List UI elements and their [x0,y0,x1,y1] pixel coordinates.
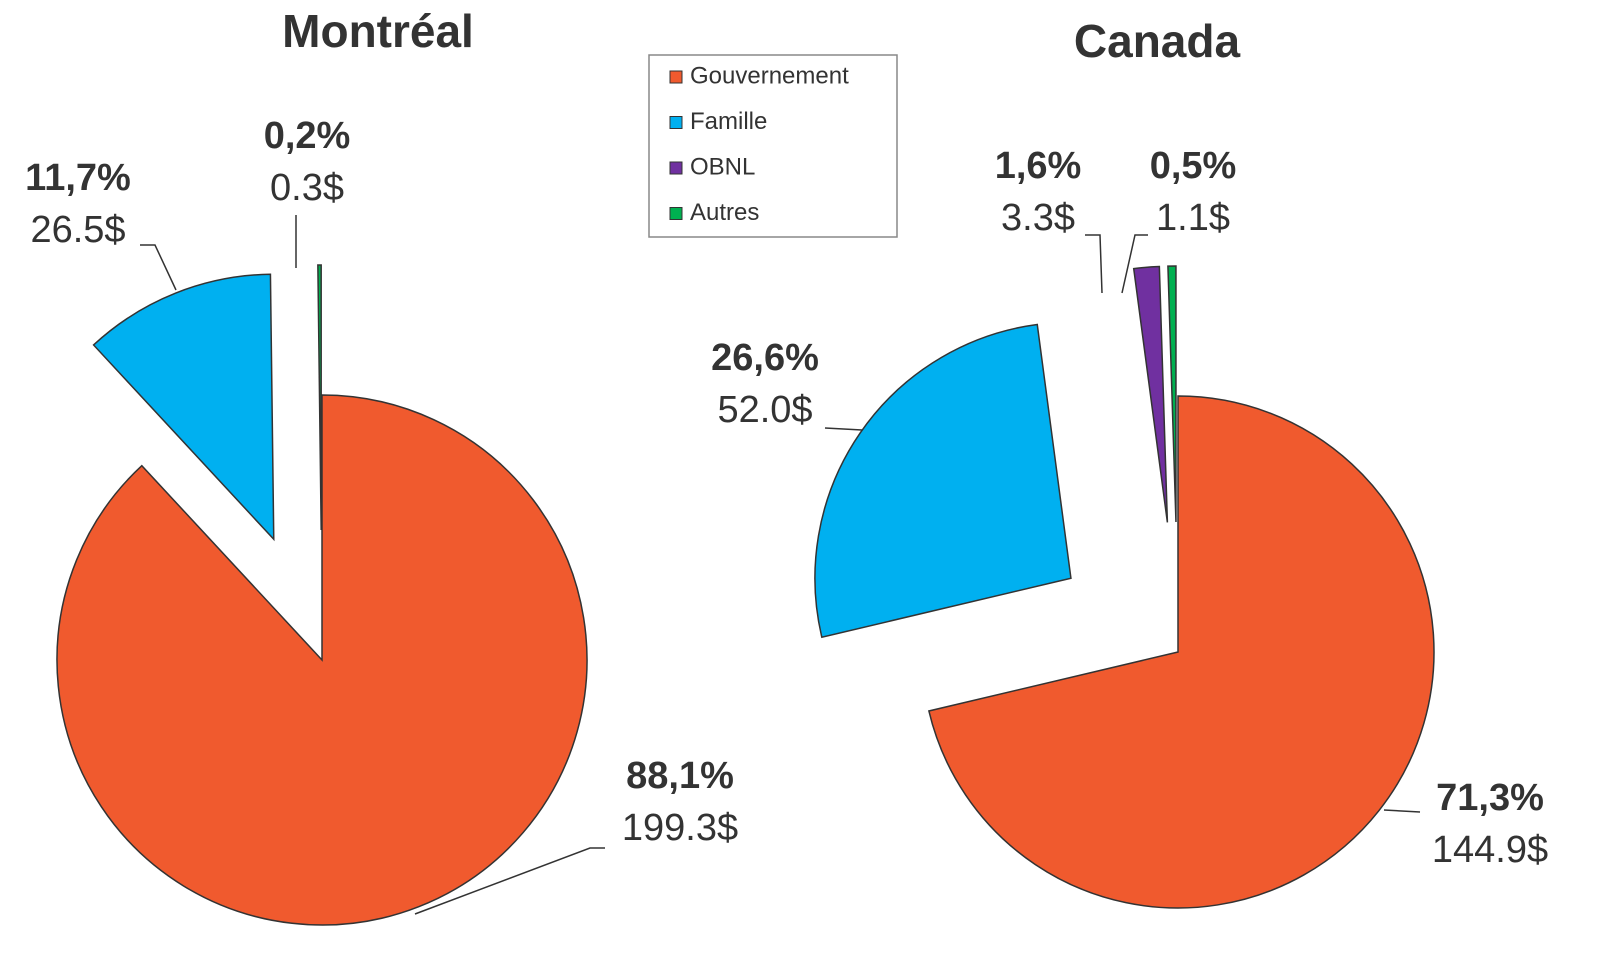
legend-label: OBNL [690,153,755,180]
legend-label: Gouvernement [690,62,849,89]
pie-slice [1167,265,1177,523]
slice-amount-label: 1.1$ [1156,197,1230,239]
leader-line [824,427,863,431]
pie-slice [1132,265,1169,523]
legend-swatch [669,70,683,84]
pie-slice [56,394,588,926]
pie-slice [317,264,322,531]
slice-amount-label: 199.3$ [622,807,738,849]
slice-percent-label: 0,2% [264,115,351,157]
slice-amount-label: 52.0$ [717,389,812,431]
legend-swatch [669,161,683,175]
legend-label: Famille [690,108,767,135]
slice-amount-label: 144.9$ [1432,829,1548,871]
leader-line [1121,234,1148,294]
leader-line [140,244,177,291]
slice-amount-label: 26.5$ [30,209,125,251]
legend-box [648,54,898,238]
pie-slice [92,273,275,542]
legend-swatch [669,207,683,220]
slice-percent-label: 11,7% [25,157,131,199]
legend-swatch [669,116,683,129]
chart-title: Montréal [282,5,474,57]
slice-amount-label: 0.3$ [270,167,344,209]
slice-percent-label: 71,3% [1436,777,1544,819]
leader-line [414,847,605,915]
pie-slice [927,395,1435,909]
slice-percent-label: 1,6% [995,145,1082,187]
pie-slice [814,323,1072,639]
legend-label: Autres [690,199,759,226]
leader-line [1085,234,1103,294]
slice-amount-label: 3.3$ [1001,197,1075,239]
chart-title: Canada [1074,15,1241,67]
leader-line [1383,809,1421,813]
slice-percent-label: 88,1% [626,755,734,797]
slice-percent-label: 26,6% [711,337,819,379]
slice-percent-label: 0,5% [1150,145,1237,187]
